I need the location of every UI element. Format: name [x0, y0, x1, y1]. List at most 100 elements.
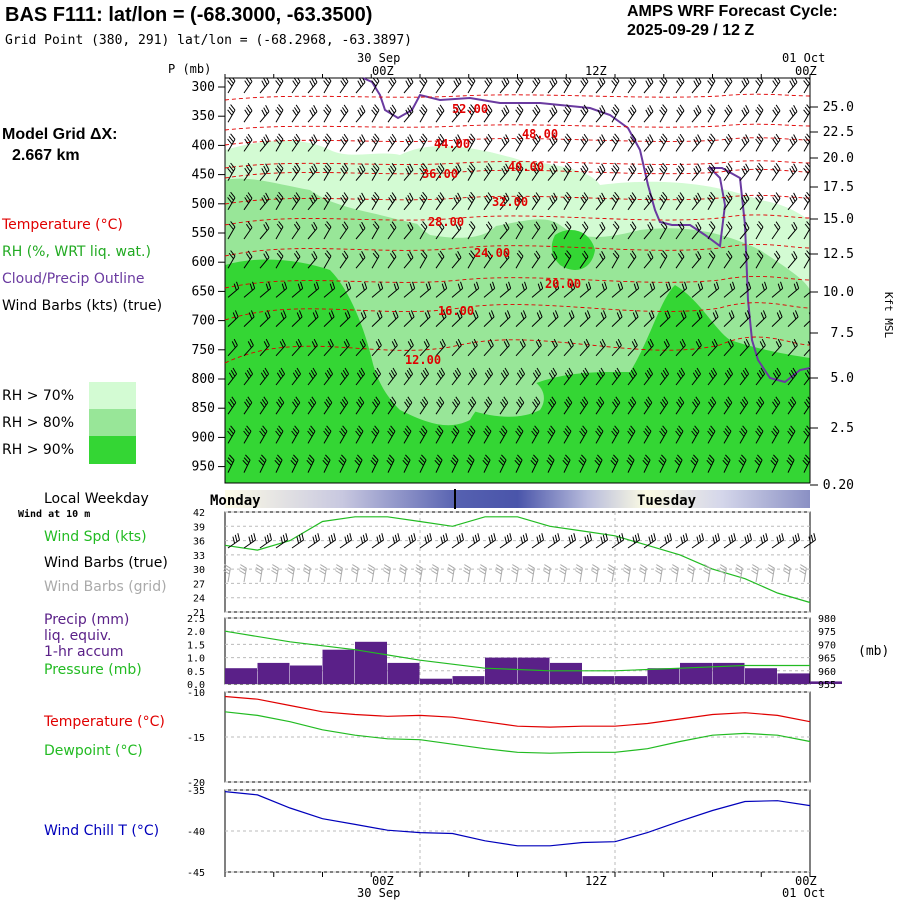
- wind-barb: [419, 338, 430, 357]
- dewpoint-line: [224, 711, 811, 754]
- wind-barb: [275, 250, 284, 269]
- wind-barb: [466, 454, 475, 473]
- wind-barb: [307, 105, 318, 123]
- wind-barb: [371, 338, 382, 357]
- legend-wind-speed: Wind Spd (kts): [44, 529, 147, 545]
- wind-barb: [707, 396, 717, 415]
- wind-barb: [787, 281, 800, 298]
- wind-barb: [291, 221, 301, 240]
- wind-barb-true: [723, 533, 736, 549]
- wind-barb: [787, 396, 797, 415]
- wind-barb-grid: [623, 564, 631, 583]
- wind-barb: [435, 78, 445, 94]
- wind-barb-grid: [479, 564, 487, 583]
- precip-bar: [550, 662, 582, 684]
- wind-barb: [739, 78, 750, 94]
- wind-barb: [226, 454, 235, 473]
- wind-barb: [755, 133, 764, 152]
- wind-barb: [451, 310, 463, 327]
- wind-barb-true: [611, 533, 624, 549]
- wind-barb: [435, 338, 446, 357]
- wind-barb: [531, 192, 541, 211]
- wind-barb: [291, 338, 302, 357]
- wind-barb: [387, 310, 399, 327]
- wind-barb: [355, 78, 366, 94]
- wind-barb: [803, 104, 810, 123]
- wind-barb: [707, 367, 718, 386]
- wind-barb: [611, 281, 624, 298]
- temperature-contour-label: 52.00: [452, 102, 488, 116]
- precip-bar: [257, 662, 290, 684]
- wind-barb: [418, 454, 427, 473]
- wind-barb: [355, 192, 366, 211]
- wind-tick-label: 33: [193, 551, 205, 562]
- wind-barb: [562, 454, 571, 473]
- wind-barb: [355, 338, 366, 357]
- wind-barb: [499, 78, 510, 94]
- height-tick-label: 10.0: [823, 285, 854, 300]
- wind-barb: [339, 133, 349, 152]
- top-hour-label: 00Z: [795, 64, 817, 78]
- wind-barb: [771, 250, 781, 269]
- wind-barb: [467, 191, 476, 211]
- wind-barb: [771, 367, 782, 386]
- pressure-axis-title: P (mb): [168, 62, 212, 76]
- wind-barb: [307, 134, 318, 152]
- wind-barb: [611, 367, 622, 386]
- temperature-contour: [225, 93, 810, 101]
- precip-bar: [355, 641, 387, 684]
- wind-barb: [291, 78, 301, 94]
- wind-barb: [563, 396, 573, 415]
- wind-barb: [595, 221, 606, 240]
- wind-barb: [403, 338, 414, 357]
- wind-barb: [611, 133, 620, 152]
- wind-barb: [739, 251, 750, 269]
- wind-barb: [739, 221, 750, 240]
- wind-barb: [611, 162, 620, 181]
- wind-barb: [691, 163, 702, 181]
- wind-barb: [803, 425, 810, 444]
- wind-barb: [291, 163, 301, 181]
- wind-barb: [387, 250, 397, 269]
- precip-bar: [582, 676, 615, 684]
- wind-barb: [451, 338, 462, 357]
- wind-tick-label: 27: [193, 579, 205, 590]
- wind-barb: [802, 454, 810, 473]
- wind-barb: [659, 78, 668, 94]
- model-grid-value: 2.667 km: [12, 147, 80, 164]
- temperature-contour-label: 20.00: [545, 277, 581, 291]
- height-tick-label: 0.20: [823, 478, 854, 493]
- pressure-tick-label: 965: [818, 654, 836, 665]
- rh-key-swatch-70: [89, 382, 136, 410]
- wind-barb-grid: [703, 564, 711, 583]
- wind-barb: [691, 251, 702, 269]
- wind-barb: [595, 281, 608, 298]
- top-hour-label: 12Z: [585, 64, 607, 78]
- wind-barb: [531, 104, 541, 123]
- wind-barb: [755, 367, 766, 386]
- wind-barb: [707, 162, 716, 181]
- wind-barb: [563, 281, 576, 298]
- wind-barb: [531, 367, 542, 386]
- wind-barb: [387, 78, 397, 94]
- weekday-bar: [225, 490, 810, 508]
- wind-barb: [259, 310, 271, 327]
- wind-barb: [435, 396, 445, 415]
- wind-barb: [563, 133, 572, 152]
- wind-barb: [259, 105, 270, 123]
- wind-barb: [691, 78, 702, 94]
- wind-barb: [611, 396, 621, 415]
- wind-barb: [499, 367, 510, 386]
- wind-barb: [659, 104, 668, 123]
- height-tick-label: 15.0: [823, 212, 854, 227]
- wind-barb: [323, 338, 334, 357]
- wind-barb-true: [243, 533, 256, 549]
- wind-barb: [355, 281, 368, 298]
- top-date-label: 01 Oct: [782, 51, 826, 65]
- wind-barb-true: [371, 533, 384, 549]
- wind-barb: [675, 78, 685, 94]
- wind-barb: [659, 221, 668, 240]
- wind-barb: [499, 338, 510, 357]
- wind-barb: [258, 454, 267, 473]
- precip-bar: [745, 668, 777, 684]
